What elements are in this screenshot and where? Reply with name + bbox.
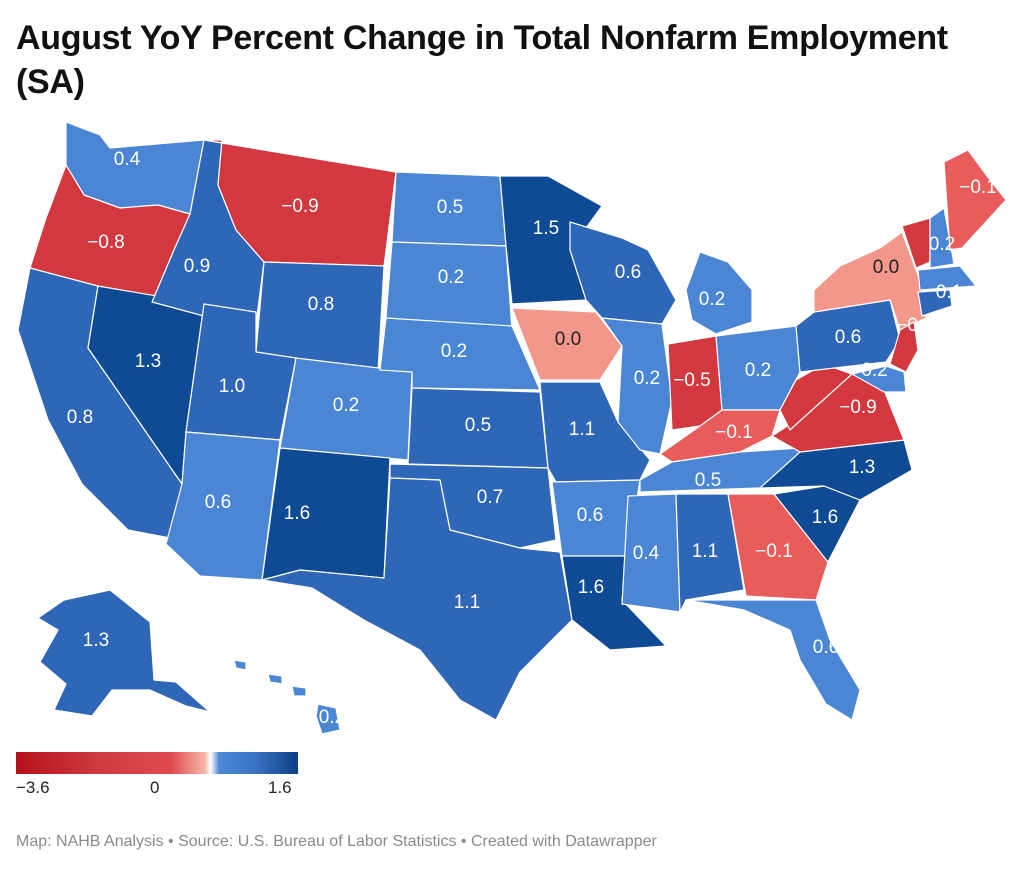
state-label-NJ: −0.2 [896, 315, 934, 336]
state-label-KY: −0.1 [715, 422, 753, 443]
state-NM[interactable] [261, 447, 391, 581]
state-ME[interactable] [943, 149, 1007, 251]
state-MA[interactable] [917, 265, 977, 291]
state-label-TX: 1.1 [454, 592, 480, 613]
state-label-CA: 0.8 [67, 407, 93, 428]
state-IL[interactable] [601, 317, 673, 455]
map-title: August YoY Percent Change in Total Nonfa… [16, 19, 948, 101]
state-label-WV: −0.2 [850, 360, 888, 381]
state-MI[interactable] [685, 251, 753, 335]
state-MD[interactable] [851, 365, 907, 393]
state-label-NE: 0.2 [441, 341, 467, 362]
state-AL[interactable] [675, 493, 745, 613]
legend-mid-label: 0 [150, 778, 160, 797]
state-label-TN: 0.5 [695, 470, 721, 491]
state-label-NC: 1.3 [849, 457, 875, 478]
state-label-ND: 0.5 [437, 197, 463, 218]
state-label-NV: 1.3 [135, 351, 161, 372]
state-label-UT: 1.0 [219, 376, 245, 397]
state-AZ[interactable] [165, 431, 281, 581]
state-label-HI: 0.2 [319, 707, 345, 728]
state-label-SD: 0.2 [438, 267, 464, 288]
state-label-KS: 0.5 [465, 415, 491, 436]
state-MO[interactable] [539, 381, 651, 483]
state-TX[interactable] [261, 477, 573, 721]
state-label-NM: 1.6 [284, 503, 310, 524]
state-label-MO: 1.1 [569, 419, 595, 440]
state-label-IN: −0.5 [673, 370, 711, 391]
state-label-AL: 1.1 [692, 541, 718, 562]
state-NH[interactable] [929, 207, 955, 269]
state-label-OH: 0.2 [745, 360, 771, 381]
state-label-AK: 1.3 [83, 630, 109, 651]
state-label-NY: 0.0 [873, 257, 899, 278]
state-label-WY: 0.8 [308, 294, 334, 315]
state-label-MT: −0.9 [281, 196, 319, 217]
state-HI[interactable] [233, 659, 341, 735]
state-FL[interactable] [685, 599, 861, 721]
state-label-LA: 1.6 [578, 577, 604, 598]
state-label-WI: 0.6 [615, 262, 641, 283]
state-label-VA: −0.9 [839, 397, 877, 418]
state-CT[interactable] [917, 289, 953, 317]
state-label-IA: 0.0 [555, 329, 581, 350]
state-label-CT: 0.1 [936, 282, 962, 303]
state-label-GA: −0.1 [755, 541, 793, 562]
state-label-MS: 0.4 [633, 543, 660, 564]
state-IA[interactable] [511, 307, 623, 381]
state-label-OR: −0.8 [87, 232, 125, 253]
legend-min-label: −3.6 [16, 778, 50, 797]
state-label-MI: 0.2 [699, 289, 725, 310]
state-AK[interactable] [37, 589, 211, 717]
state-label-CO: 0.2 [333, 395, 359, 416]
state-label-AZ: 0.6 [205, 492, 231, 513]
legend-gradient-bar [16, 752, 298, 774]
state-NJ[interactable] [889, 321, 919, 373]
color-legend: −3.6 0 1.6 [16, 752, 298, 798]
source-note: Map: NAHB Analysis • Source: U.S. Bureau… [16, 833, 657, 850]
legend-max-label: 1.6 [268, 778, 292, 797]
state-label-AR: 0.6 [577, 505, 603, 526]
state-label-VT: 0.2 [929, 234, 955, 255]
state-label-PA: 0.6 [835, 327, 861, 348]
state-value-labels: 0.4 −0.8 0.8 1.3 0.9 −0.9 0.8 1.0 0.6 0.2 1.6 0.5 0.… [67, 149, 997, 728]
state-label-FL: 0.6 [813, 637, 839, 658]
state-label-ID: 0.9 [184, 256, 210, 277]
state-GA[interactable] [727, 493, 829, 601]
state-label-OK: 0.7 [477, 487, 503, 508]
state-label-MN: 1.5 [533, 218, 559, 239]
state-label-SC: 1.6 [812, 507, 838, 528]
state-label-ME: −0.1 [959, 177, 997, 198]
state-MT[interactable] [203, 139, 397, 267]
state-label-WA: 0.4 [114, 149, 141, 170]
state-label-IL: 0.2 [634, 368, 660, 389]
